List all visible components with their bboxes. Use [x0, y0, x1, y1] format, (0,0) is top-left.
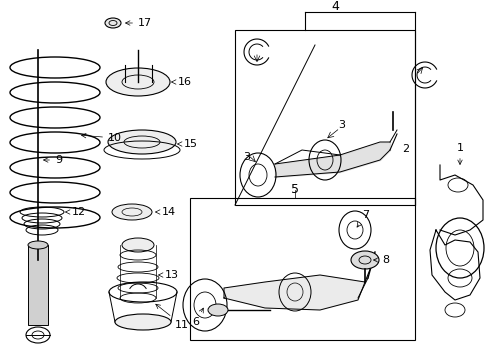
Text: 13: 13 [158, 270, 179, 280]
Ellipse shape [122, 238, 154, 252]
Ellipse shape [28, 241, 48, 249]
Bar [235, 30, 414, 205]
Text: 15: 15 [177, 139, 198, 149]
Text: 4: 4 [330, 0, 338, 13]
Text: 17: 17 [125, 18, 152, 28]
Text: 3: 3 [243, 152, 249, 162]
Ellipse shape [207, 304, 227, 316]
Text: 10: 10 [81, 133, 122, 143]
Text: 1: 1 [456, 143, 463, 165]
Text: 11: 11 [156, 304, 189, 330]
Text: 2: 2 [401, 144, 408, 154]
Text: 12: 12 [65, 207, 86, 217]
Text: 6: 6 [192, 308, 203, 327]
Text: 5: 5 [290, 184, 298, 197]
Polygon shape [224, 275, 364, 310]
Text: 7: 7 [356, 210, 368, 227]
Text: 14: 14 [155, 207, 176, 217]
Text: 8: 8 [373, 255, 388, 265]
Text: 16: 16 [171, 77, 192, 87]
Ellipse shape [112, 204, 152, 220]
Bar [28, 245, 48, 325]
Ellipse shape [108, 130, 176, 154]
Ellipse shape [115, 314, 171, 330]
Text: 9: 9 [43, 155, 62, 165]
Ellipse shape [106, 68, 170, 96]
Bar [190, 198, 414, 340]
Ellipse shape [105, 18, 121, 28]
Ellipse shape [350, 251, 378, 269]
Text: 3: 3 [337, 120, 345, 130]
